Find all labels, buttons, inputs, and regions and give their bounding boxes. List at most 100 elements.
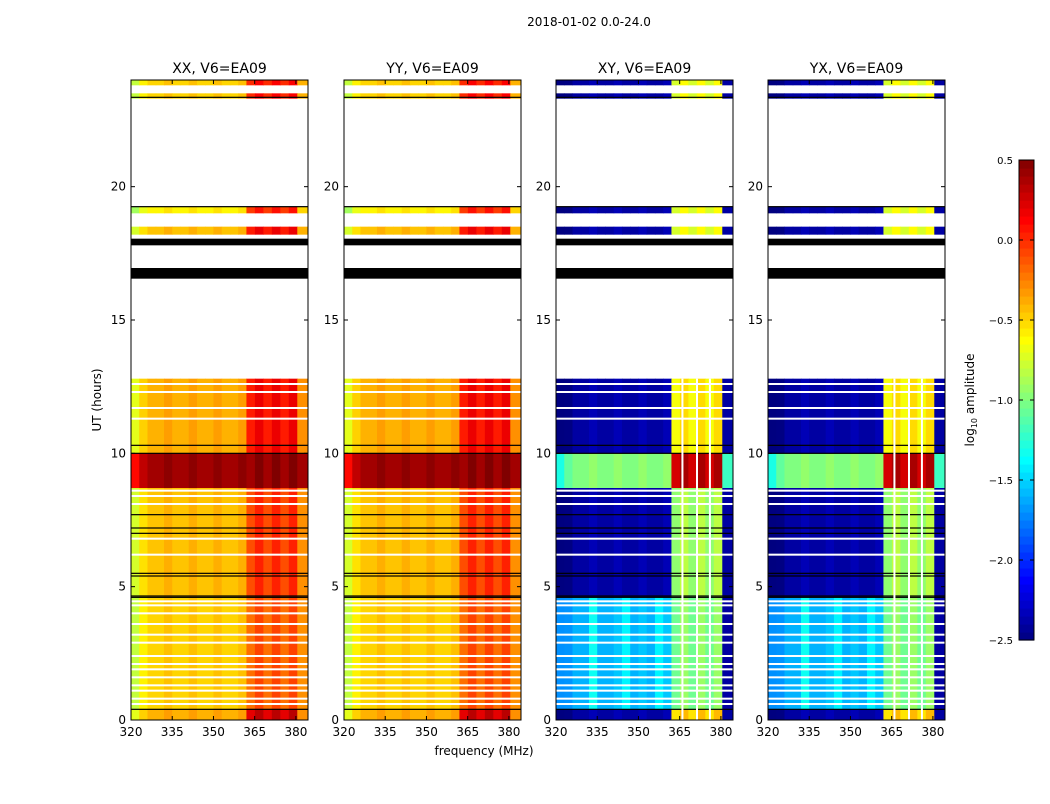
- heatmap-cell: [850, 80, 860, 86]
- heatmap-cell: [254, 226, 264, 235]
- colorbar-segment: [1019, 440, 1034, 449]
- heatmap-cell: [776, 709, 785, 720]
- heatmap-cell: [131, 378, 140, 454]
- heatmap-cell: [501, 226, 511, 235]
- heatmap-cell: [409, 709, 419, 720]
- black-line: [556, 572, 733, 574]
- heatmap-cell: [564, 206, 573, 214]
- heatmap-cell: [588, 488, 598, 598]
- flagged-stripe: [344, 489, 521, 492]
- heatmap-cell: [679, 93, 689, 99]
- heatmap-cell: [663, 488, 672, 598]
- heatmap-cell: [229, 93, 239, 99]
- heatmap-cell: [451, 378, 460, 454]
- colorbar-segment: [1019, 392, 1034, 401]
- flagged-stripe: [556, 495, 733, 497]
- x-tick-label: 320: [120, 725, 143, 739]
- heatmap-cell: [934, 206, 945, 214]
- heatmap-cell: [409, 453, 419, 488]
- heatmap-cell: [809, 80, 818, 86]
- heatmap-cell: [858, 597, 868, 710]
- heatmap-cell: [246, 709, 256, 720]
- heatmap-cell: [434, 226, 444, 235]
- flagged-stripe: [768, 600, 945, 603]
- heatmap-cell: [713, 80, 723, 86]
- colorbar-tick-label: −2.5: [989, 636, 1013, 647]
- flagged-stripe: [556, 623, 733, 625]
- heatmap-cell: [352, 709, 361, 720]
- colorbar-label-rest: amplitude: [963, 354, 977, 418]
- heatmap-cell: [344, 488, 353, 598]
- black-line: [768, 206, 945, 208]
- heatmap-cell: [858, 226, 868, 235]
- heatmap-cell: [131, 80, 140, 86]
- heatmap-cell: [621, 453, 631, 488]
- heatmap-cell: [925, 597, 935, 710]
- heatmap-cell: [280, 597, 290, 710]
- heatmap-cell: [784, 206, 794, 214]
- heatmap-cell: [817, 80, 827, 86]
- heatmap-cell: [646, 488, 656, 598]
- heatmap-cell: [605, 226, 615, 235]
- colorbar-segment: [1019, 288, 1034, 297]
- y-tick-label: 0: [755, 713, 763, 727]
- heatmap-cell: [934, 378, 945, 454]
- heatmap-cell: [866, 378, 876, 454]
- heatmap-cell: [588, 93, 598, 99]
- heatmap-cell: [360, 93, 370, 99]
- heatmap-cell: [671, 453, 681, 488]
- y-tick-label: 10: [324, 446, 339, 460]
- colorbar-tick-label: 0.5: [997, 156, 1013, 167]
- heatmap-cell: [213, 709, 223, 720]
- colorbar-segment: [1019, 568, 1034, 577]
- heatmap-cell: [401, 597, 411, 710]
- heatmap-cell: [883, 597, 893, 710]
- flagged-stripe: [768, 495, 945, 497]
- heatmap-cell: [172, 709, 181, 720]
- flagged-stripe: [768, 391, 945, 393]
- heatmap-cell: [213, 488, 223, 598]
- heatmap-cell: [713, 709, 723, 720]
- black-line: [556, 527, 733, 529]
- heatmap-cell: [722, 206, 733, 214]
- heatmap-cell: [510, 378, 521, 454]
- flagged-stripe: [344, 553, 521, 556]
- colorbar-segment: [1019, 168, 1034, 177]
- flagged-stripe: [131, 697, 308, 700]
- heatmap-cell: [630, 206, 639, 214]
- heatmap-cell: [238, 378, 247, 454]
- heatmap-cell: [352, 488, 361, 598]
- heatmap-cell: [459, 453, 469, 488]
- heatmap-cell: [426, 488, 436, 598]
- heatmap-cell: [147, 93, 157, 99]
- heatmap-cell: [459, 206, 469, 214]
- heatmap-cell: [613, 597, 623, 710]
- no-data-band: [344, 268, 521, 279]
- heatmap-cell: [850, 226, 860, 235]
- heatmap-cell: [934, 453, 945, 488]
- heatmap-cell: [722, 80, 733, 86]
- heatmap-cell: [271, 80, 281, 86]
- heatmap-cell: [556, 226, 565, 235]
- heatmap-cell: [842, 453, 851, 488]
- heatmap-cell: [155, 453, 165, 488]
- heatmap-cell: [713, 597, 723, 710]
- heatmap-cell: [426, 93, 436, 99]
- flagged-stripe: [768, 668, 945, 671]
- heatmap-cell: [621, 378, 631, 454]
- heatmap-cell: [484, 453, 494, 488]
- heatmap-cell: [510, 80, 521, 86]
- heatmap-cell: [768, 709, 777, 720]
- heatmap-cell: [139, 80, 148, 86]
- heatmap-cell: [139, 488, 148, 598]
- heatmap-cell: [147, 80, 157, 86]
- heatmap-cell: [426, 80, 436, 86]
- heatmap-cell: [493, 488, 503, 598]
- heatmap-cell: [434, 709, 444, 720]
- heatmap-cell: [663, 709, 672, 720]
- flagged-stripe: [556, 553, 733, 556]
- heatmap-cell: [792, 206, 802, 214]
- heatmap-cell: [679, 453, 689, 488]
- black-line: [131, 452, 308, 454]
- heatmap-cell: [679, 378, 689, 454]
